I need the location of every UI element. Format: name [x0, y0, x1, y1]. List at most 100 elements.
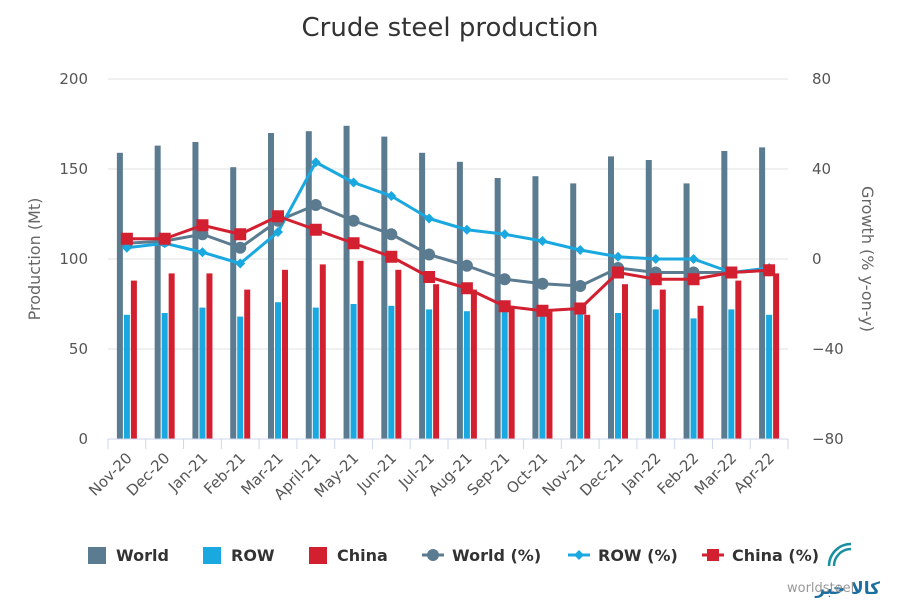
marker-row [650, 254, 661, 264]
bar-world [419, 152, 426, 440]
legend-label: China [337, 546, 388, 565]
bar-row [501, 304, 508, 439]
marker-china [196, 219, 209, 232]
marker-china [649, 273, 662, 286]
bar-row [312, 307, 319, 439]
marker-world [423, 248, 436, 261]
bar-world [381, 136, 388, 439]
y2-axis-title: Growth (% y-on-y) [858, 186, 877, 332]
marker-row [424, 213, 435, 224]
bar-row [463, 311, 470, 439]
bar-world [230, 167, 237, 439]
marker-china [158, 232, 171, 245]
marker-row [310, 157, 321, 168]
marker-row [537, 236, 548, 246]
bar-china [735, 280, 742, 439]
y-tick-label: 100 [59, 250, 88, 268]
line-china [126, 214, 770, 313]
marker-china [423, 271, 436, 283]
bar-world [343, 125, 350, 440]
watermark-logo: کالا خبر worldsteel [787, 542, 880, 599]
marker-china [347, 237, 360, 250]
y-tick-label: 50 [69, 340, 88, 358]
y-tick-label: 150 [59, 160, 88, 178]
bar-world [494, 178, 501, 439]
legend-swatch [88, 547, 106, 564]
legend-item: China (%) [702, 546, 819, 565]
marker-row [348, 177, 359, 188]
marker-china [498, 300, 511, 313]
bar-china [319, 264, 326, 439]
y2-tick-label: 40 [812, 160, 831, 178]
bar-world [645, 160, 652, 439]
legend-marker [574, 550, 584, 560]
bar-china [470, 289, 477, 439]
marker-world [498, 273, 511, 286]
bar-china [395, 269, 402, 439]
marker-china [687, 273, 700, 286]
bar-world [305, 131, 312, 439]
bar-world [570, 183, 577, 439]
y2-tick-label: 80 [812, 70, 831, 88]
bar-china [546, 309, 553, 439]
marker-china [612, 266, 624, 279]
bar-row [577, 311, 584, 439]
bar-china [584, 314, 591, 439]
chart-title: Crude steel production [302, 13, 599, 43]
marker-world [385, 228, 398, 241]
marker-china [763, 264, 776, 277]
signal-arcs-icon [827, 542, 852, 567]
bars [116, 125, 780, 440]
bar-row [237, 316, 244, 439]
legend-label: ROW (%) [598, 546, 678, 565]
bar-row [728, 309, 735, 439]
marker-row [499, 229, 510, 240]
marker-china [120, 232, 133, 245]
marker-row [688, 254, 699, 264]
legend-marker [427, 549, 439, 561]
y2-tick-label: −40 [812, 340, 844, 358]
bar-china [244, 289, 251, 439]
marker-row [273, 227, 283, 237]
bar-china [130, 280, 137, 439]
bar-row [350, 304, 357, 439]
marker-china [574, 302, 587, 315]
bar-china [773, 273, 780, 439]
bar-row [615, 313, 621, 439]
bar-row [652, 309, 659, 439]
line-row [126, 160, 770, 274]
bar-world [759, 147, 766, 439]
bar-row [388, 305, 395, 439]
legend: World ROW China World (%) ROW (%) China (%) [88, 546, 819, 565]
marker-row [575, 245, 586, 255]
legend-label: World (%) [452, 546, 541, 565]
bar-row [199, 307, 206, 439]
bar-china [508, 307, 515, 439]
marker-world [460, 259, 473, 272]
y-tick-label: 200 [59, 70, 88, 88]
marker-row [461, 224, 472, 235]
marker-china [460, 282, 473, 295]
legend-label: World [116, 546, 169, 565]
bar-china [697, 305, 704, 439]
bar-world [532, 176, 539, 439]
bar-row [766, 314, 773, 439]
markers [120, 157, 776, 317]
marker-world [347, 214, 360, 227]
legend-item: World (%) [422, 546, 541, 565]
x-tick-label: Apr-22 [730, 449, 778, 497]
legend-label: China (%) [732, 546, 819, 565]
y-tick-label: 0 [78, 430, 88, 448]
bar-world [683, 183, 690, 439]
legend-item: ROW (%) [568, 546, 678, 565]
bar-row [426, 309, 433, 439]
marker-china [725, 266, 738, 279]
watermark-source: worldsteel [787, 581, 854, 596]
bar-china [659, 289, 666, 439]
y-axis-title: Production (Mt) [25, 198, 44, 321]
marker-world [574, 280, 587, 292]
marker-china [234, 228, 247, 241]
marker-china [309, 223, 322, 236]
y2-tick-label: 0 [812, 250, 822, 268]
